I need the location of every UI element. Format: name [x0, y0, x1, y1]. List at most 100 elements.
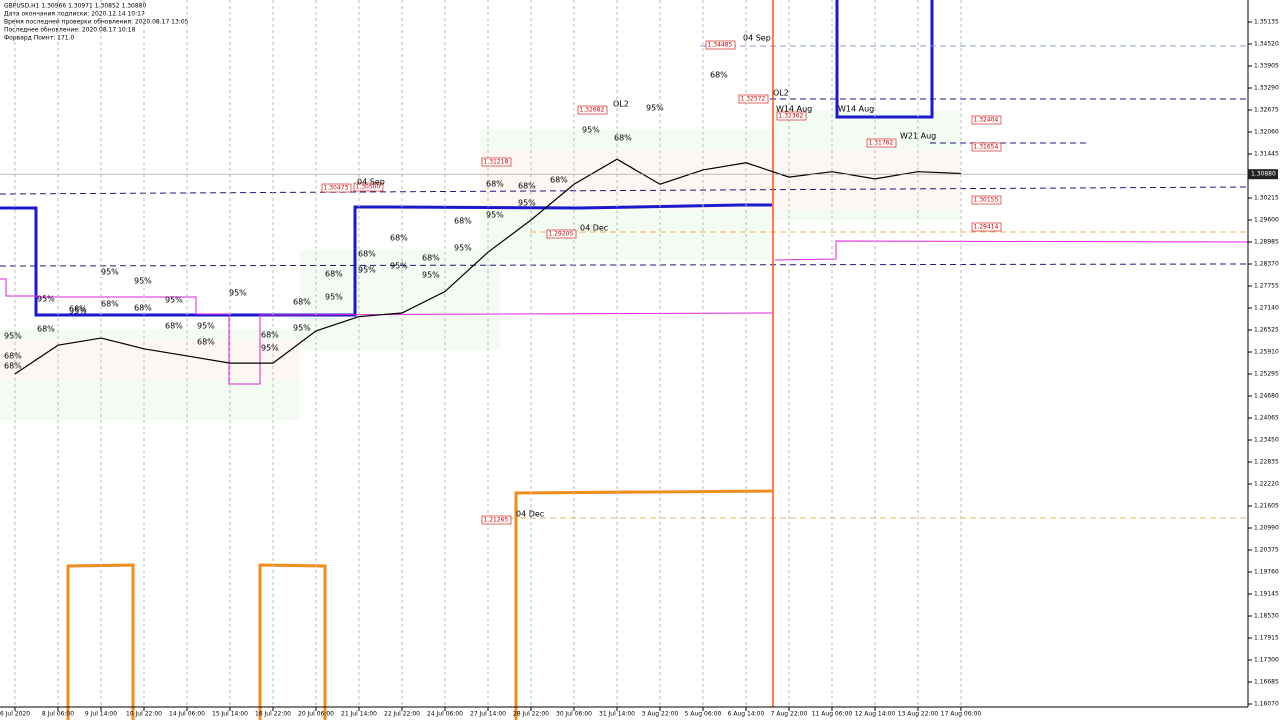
- level-label: 1.29414: [974, 224, 999, 231]
- percent-label: 68%: [422, 254, 440, 263]
- note: W14 Aug: [838, 105, 874, 114]
- y-tick-label: 1.33905: [1254, 63, 1279, 70]
- x-tick-label: 15 Jul 14:00: [212, 711, 248, 718]
- x-tick-label: 16 Jul 22:00: [255, 711, 291, 718]
- header-line: Время последней проверки обновления: 202…: [4, 19, 189, 26]
- current-price-box: [1248, 169, 1278, 180]
- y-tick-label: 1.27140: [1254, 305, 1279, 312]
- percent-label: 68%: [550, 176, 568, 185]
- level-label: 1.31762: [869, 140, 894, 147]
- note: W21 Aug: [900, 132, 936, 141]
- x-tick-label: 28 Jul 22:00: [513, 711, 549, 718]
- x-tick-label: 13 Aug 22:00: [898, 711, 939, 718]
- level-label: 1.29205: [549, 231, 574, 238]
- level-box: [481, 515, 512, 525]
- percent-label: 68%: [454, 217, 472, 226]
- note: OL2: [773, 89, 789, 98]
- percent-label: 95%: [261, 344, 279, 353]
- x-tick-label: 11 Aug 06:00: [812, 711, 853, 718]
- x-tick-label: 21 Jul 14:00: [341, 711, 377, 718]
- price-line: [14, 158, 962, 375]
- y-tick-label: 1.35135: [1254, 19, 1279, 26]
- y-tick-label: 1.23450: [1254, 437, 1279, 444]
- y-tick-label: 1.21605: [1254, 503, 1279, 510]
- percent-label: 95%: [134, 277, 152, 286]
- level-box: [971, 142, 1002, 152]
- level-box: [353, 182, 384, 192]
- indicator-lines: [0, 0, 1249, 720]
- y-tick-label: 1.16070: [1254, 701, 1279, 708]
- note: 04 Dec: [580, 224, 608, 233]
- percent-label: 68%: [261, 331, 279, 340]
- x-tick-label: 7 Aug 22:00: [771, 711, 808, 718]
- level-box: [738, 94, 769, 104]
- level-box: [971, 115, 1002, 125]
- x-tick-label: 3 Aug 22:00: [642, 711, 679, 718]
- percent-label: 95%: [358, 266, 376, 275]
- level-label: 1.32404: [974, 117, 999, 124]
- level-box: [971, 195, 1002, 205]
- y-tick-label: 1.32060: [1254, 129, 1279, 136]
- y-tick-label: 1.25910: [1254, 349, 1279, 356]
- note: 04 Sep: [357, 178, 385, 187]
- percent-label: 95%: [229, 289, 247, 298]
- level-box: [776, 111, 807, 121]
- percent-label: 68%: [101, 300, 119, 309]
- header-line: Последнее обновление: 2020.08.17 10:18: [4, 27, 136, 34]
- percent-label: 68%: [293, 298, 311, 307]
- y-tick-label: 1.20990: [1254, 525, 1279, 532]
- level-label: 1.34485: [708, 42, 733, 49]
- percent-label: 68%: [4, 352, 22, 361]
- percent-label: 68%: [37, 325, 55, 334]
- x-tick-label: 5 Aug 06:00: [685, 711, 722, 718]
- y-tick-label: 1.28370: [1254, 261, 1279, 268]
- y-tick-label: 1.26525: [1254, 327, 1279, 334]
- y-tick-label: 1.24680: [1254, 393, 1279, 400]
- level-label: 1.32572: [741, 96, 766, 103]
- x-tick-label: 14 Jul 06:00: [169, 711, 205, 718]
- note: W14 Aug: [776, 105, 812, 114]
- y-tick-label: 1.17915: [1254, 635, 1279, 642]
- level-label: 1.31654: [974, 144, 999, 151]
- percent-label: 95%: [37, 295, 55, 304]
- level-box: [481, 157, 512, 167]
- x-tick-label: 9 Jul 14:00: [85, 711, 117, 718]
- percent-label: 95%: [325, 293, 343, 302]
- note: OL2: [613, 100, 629, 109]
- y-tick-label: 1.34520: [1254, 41, 1279, 48]
- x-tick-label: 27 Jul 14:00: [470, 711, 506, 718]
- percent-label: 95%: [518, 199, 536, 208]
- percent-label: 95%: [101, 268, 119, 277]
- note: 04 Dec: [516, 510, 544, 519]
- x-tick-label: 10 Jul 22:00: [126, 711, 162, 718]
- percent-label: 68%: [134, 304, 152, 313]
- y-tick-label: 1.20375: [1254, 547, 1279, 554]
- percent-label: 95%: [422, 271, 440, 280]
- percent-label: 68%: [325, 270, 343, 279]
- level-label: 1.32362: [779, 113, 804, 120]
- level-label: 1.32682: [580, 107, 605, 114]
- percent-label: 95%: [165, 296, 183, 305]
- y-tick-label: 1.19760: [1254, 569, 1279, 576]
- y-tick-label: 1.28985: [1254, 239, 1279, 246]
- percent-label: 68%: [4, 362, 22, 371]
- x-tick-label: 20 Jul 06:00: [298, 711, 334, 718]
- x-tick-label: 17 Aug 06:00: [941, 711, 982, 718]
- y-tick-label: 1.19145: [1254, 591, 1279, 598]
- y-tick-label: 1.17300: [1254, 657, 1279, 664]
- y-tick-label: 1.18530: [1254, 613, 1279, 620]
- level-label: 1.21265: [484, 517, 509, 524]
- bands: [0, 110, 960, 420]
- y-tick-label: 1.29600: [1254, 217, 1279, 224]
- level-box: [577, 105, 608, 115]
- header-line: Форвард Поинт: 171.0: [4, 35, 75, 42]
- header-line: Дата окончания подписки: 2020.12.14 10:1…: [4, 11, 145, 18]
- percent-label: 68%: [710, 71, 728, 80]
- percent-label: 95%: [69, 307, 87, 316]
- current-price-label: 1.30880: [1251, 171, 1276, 178]
- level-label: 1.31218: [484, 159, 509, 166]
- y-tick-label: 1.31445: [1254, 151, 1279, 158]
- percent-label: 95%: [646, 104, 664, 113]
- y-tick-label: 1.22220: [1254, 481, 1279, 488]
